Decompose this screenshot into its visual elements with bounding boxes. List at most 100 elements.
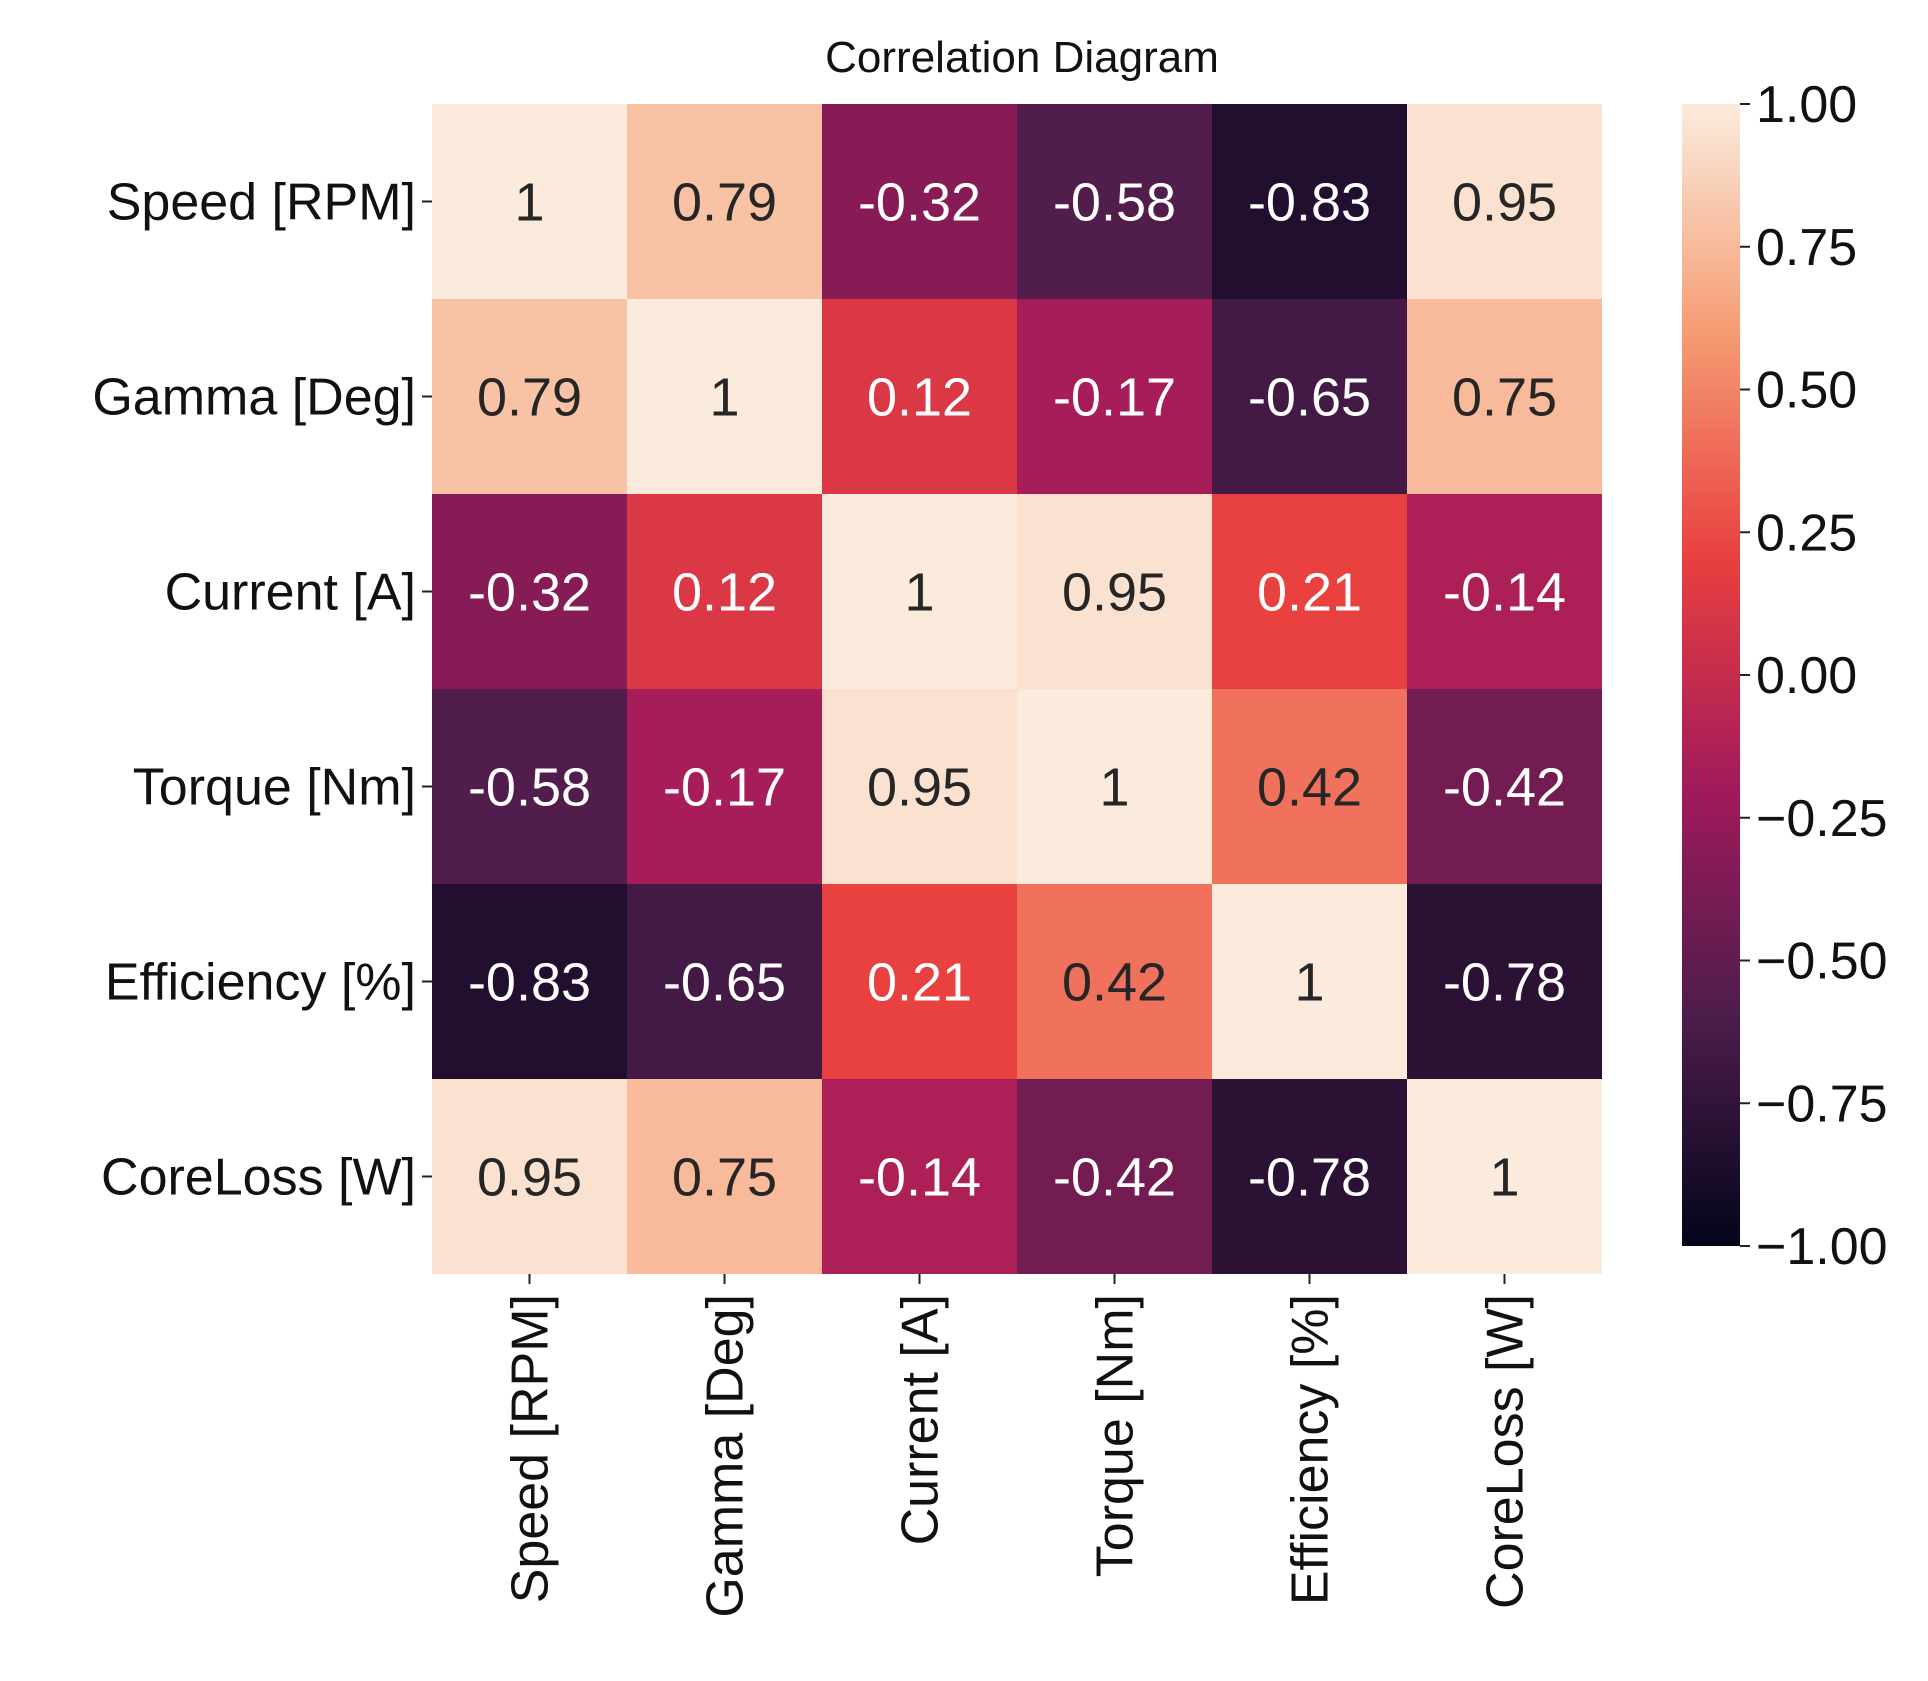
colorbar-tick-label: −1.00 [1756,1218,1888,1276]
heatmap-cell [1017,884,1212,1079]
row-label-efficiency: Efficiency [%] [105,954,416,1012]
heatmap-cell [1017,494,1212,689]
heatmap-cell [1407,494,1602,689]
column-label-speed-rpm: Speed [RPM] [502,1294,560,1603]
heatmap-cell [1407,299,1602,494]
heatmap-cell [1212,494,1407,689]
cell-value-label: -0.17 [1053,368,1176,428]
cell-value-label: -0.42 [1053,1148,1176,1208]
cell-value-label: 0.21 [867,953,972,1013]
row-label-coreloss-w: CoreLoss [W] [101,1149,416,1207]
row-label-gamma-deg: Gamma [Deg] [92,369,416,427]
column-label-efficiency: Efficiency [%] [1282,1294,1340,1605]
row-axis: Speed [RPM] Gamma [Deg] Current [A] Torque … [92,174,432,1207]
heatmap-cell [432,494,627,689]
heatmap-cell [627,884,822,1079]
cell-value-label: 0.79 [672,173,777,233]
heatmap-cell [432,1079,627,1274]
cell-value-label: 1 [709,368,739,428]
heatmap-cell [822,104,1017,299]
cell-value-label: -0.32 [468,563,591,623]
cell-value-label: -0.14 [858,1148,981,1208]
cell-value-label: 1 [514,173,544,233]
heatmap-cell [432,299,627,494]
cell-value-label: 0.42 [1062,953,1167,1013]
heatmap-cell [1017,1079,1212,1274]
row-label-speed-rpm: Speed [RPM] [107,174,416,232]
cell-value-label: 0.79 [477,368,582,428]
heatmap-cell [432,884,627,1079]
heatmap-cell [1407,1079,1602,1274]
heatmap-cell [822,299,1017,494]
heatmap-cells [432,104,1602,1274]
column-label-coreloss-w: CoreLoss [W] [1477,1294,1535,1609]
row-label-current-a: Current [A] [165,564,416,622]
cell-value-label: -0.42 [1443,758,1566,818]
heatmap-cell-labels: 1 0.79 -0.32 -0.58 -0.83 0.95 0.79 1 0.12 -0.17 -0… [468,173,1566,1208]
cell-value-label: -0.32 [858,173,981,233]
cell-value-label: 1 [1489,1148,1519,1208]
colorbar-tick-label: 0.25 [1756,504,1857,562]
heatmap-cell [1212,104,1407,299]
heatmap-cell [1407,104,1602,299]
cell-value-label: -0.58 [468,758,591,818]
heatmap-cell [1212,689,1407,884]
cell-value-label: -0.78 [1443,953,1566,1013]
cell-value-label: 0.42 [1257,758,1362,818]
column-label-current-a: Current [A] [892,1294,950,1545]
heatmap-cell [627,1079,822,1274]
heatmap-cell [627,104,822,299]
cell-value-label: 0.75 [1452,368,1557,428]
heatmap-cell [822,1079,1017,1274]
colorbar-tick-label: −0.75 [1756,1075,1888,1133]
heatmap-cell [1407,689,1602,884]
cell-value-label: 0.12 [867,368,972,428]
cell-value-label: -0.58 [1053,173,1176,233]
heatmap-cell [1212,1079,1407,1274]
cell-value-label: -0.14 [1443,563,1566,623]
colorbar-tick-label: 0.75 [1756,219,1857,277]
chart-title: Correlation Diagram [825,33,1219,82]
colorbar-gradient [1682,104,1740,1246]
cell-value-label: -0.78 [1248,1148,1371,1208]
cell-value-label: 0.75 [672,1148,777,1208]
colorbar-tick-label: 1.00 [1756,76,1857,134]
cell-value-label: -0.83 [468,953,591,1013]
colorbar-tick-label: −0.50 [1756,933,1888,991]
cell-value-label: 0.95 [1062,563,1167,623]
cell-value-label: 1 [1294,953,1324,1013]
column-axis: Speed [RPM] Gamma [Deg] Current [A] Torque … [502,1274,1535,1618]
heatmap-cell [627,689,822,884]
heatmap-cell [1017,104,1212,299]
column-label-gamma-deg: Gamma [Deg] [697,1294,755,1618]
heatmap-cell [822,494,1017,689]
heatmap-cell [432,689,627,884]
heatmap-cell [1017,689,1212,884]
cell-value-label: 1 [1099,758,1129,818]
heatmap-cell [627,494,822,689]
heatmap-cell [822,884,1017,1079]
heatmap-cell [822,689,1017,884]
cell-value-label: 0.21 [1257,563,1362,623]
colorbar-tick-label: 0.00 [1756,647,1857,705]
cell-value-label: -0.65 [1248,368,1371,428]
heatmap-cell [1017,299,1212,494]
heatmap-cell [627,299,822,494]
cell-value-label: 0.95 [867,758,972,818]
cell-value-label: -0.65 [663,953,786,1013]
column-label-torque-nm: Torque [Nm] [1087,1294,1145,1577]
colorbar-tick-label: 0.50 [1756,362,1857,420]
cell-value-label: 1 [904,563,934,623]
cell-value-label: 0.95 [477,1148,582,1208]
cell-value-label: -0.17 [663,758,786,818]
cell-value-label: 0.95 [1452,173,1557,233]
heatmap-cell [1407,884,1602,1079]
heatmap-cell [432,104,627,299]
cell-value-label: -0.83 [1248,173,1371,233]
row-label-torque-nm: Torque [Nm] [133,759,416,817]
colorbar: 1.00 0.75 0.50 0.25 0.00 −0.25 −0.50 −0.75 −1.00 [1682,76,1888,1276]
colorbar-tick-label: −0.25 [1756,790,1888,848]
cell-value-label: 0.12 [672,563,777,623]
heatmap-cell [1212,299,1407,494]
